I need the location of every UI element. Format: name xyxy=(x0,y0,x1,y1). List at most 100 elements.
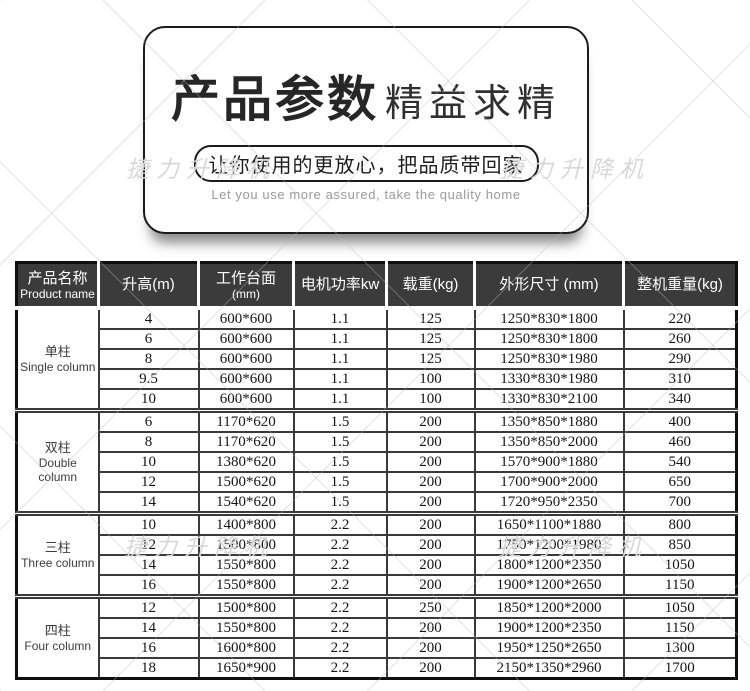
table-cell: 10 xyxy=(97,388,200,412)
table-row: 6 600*600 1.1 125 1250*830*1800 260 xyxy=(17,328,738,350)
table-cell: 1550*800 xyxy=(197,617,295,639)
table-cell: 1330*830*2100 xyxy=(473,388,625,412)
table-cell: 1720*950*2350 xyxy=(473,491,625,515)
header-line1: 升高(m) xyxy=(122,276,175,293)
table-cell: 100 xyxy=(385,388,476,412)
table-cell: 1.1 xyxy=(292,307,388,330)
table-cell: 12 xyxy=(97,594,200,619)
slogan-pill-wrap: 让你使用的更放心，把品质带回家 xyxy=(145,131,587,182)
table-cell: 1550*800 xyxy=(197,574,295,598)
table-cell: 650 xyxy=(622,471,738,493)
table-row: 四柱 Four column 12 1500*800 2.2 250 1850*… xyxy=(15,594,738,680)
table-cell: 1800*1200*2350 xyxy=(473,554,625,576)
table-cell: 1250*830*1800 xyxy=(473,328,625,350)
table-row: 10 600*600 1.1 100 1330*830*2100 340 xyxy=(17,388,738,412)
table-cell: 8 xyxy=(97,431,200,453)
table-cell: 14 xyxy=(97,617,200,639)
table-row: 8 1170*620 1.5 200 1350*850*2000 460 xyxy=(17,431,738,453)
table-cell: 2.2 xyxy=(292,617,388,639)
table-cell: 1350*850*1880 xyxy=(473,408,625,433)
table-cell: 200 xyxy=(385,657,476,680)
table-cell: 1850*1200*2000 xyxy=(473,594,625,619)
column-header-platform-size: 工作台面 (mm) xyxy=(198,262,295,310)
table-cell: 12 xyxy=(97,471,200,493)
table-cell: 1900*1200*2650 xyxy=(473,574,625,598)
spec-table: 产品名称 Product name 升高(m) 工作台面 (mm) 电机功率kw 载… xyxy=(15,261,738,680)
table-cell: 850 xyxy=(622,534,738,556)
column-header-machine-weight: 整机重量(kg) xyxy=(623,262,737,310)
table-cell: 200 xyxy=(385,637,476,659)
table-cell: 200 xyxy=(385,511,476,536)
table-cell: 1570*900*1880 xyxy=(473,451,625,473)
table-cell: 700 xyxy=(622,491,738,515)
table-cell: 1250*830*1800 xyxy=(473,307,625,330)
table-cell: 1.5 xyxy=(292,491,388,515)
group-cell-three-column: 三柱 Three column xyxy=(15,511,100,598)
table-cell: 1350*850*2000 xyxy=(473,431,625,453)
group-name-cn: 四柱 xyxy=(44,623,71,638)
table-cell: 14 xyxy=(97,554,200,576)
table-row: 12 1500*800 2.2 200 1750*1200*1980 850 xyxy=(17,534,738,556)
table-cell: 125 xyxy=(385,328,476,350)
table-cell: 1.5 xyxy=(292,471,388,493)
group-name-cn: 双柱 xyxy=(44,440,71,455)
table-cell: 200 xyxy=(385,408,476,433)
column-header-load-capacity: 载重(kg) xyxy=(386,262,476,310)
table-cell: 12 xyxy=(97,534,200,556)
table-cell: 9.5 xyxy=(97,368,200,390)
group-name-en: Single column xyxy=(20,360,96,374)
table-cell: 540 xyxy=(622,451,738,473)
table-cell: 2.2 xyxy=(292,511,388,536)
table-cell: 600*600 xyxy=(197,368,295,390)
table-cell: 1150 xyxy=(622,574,738,598)
group-name-en: Three column xyxy=(21,556,95,570)
table-cell: 16 xyxy=(97,574,200,598)
table-row: 双柱 Double column 6 1170*620 1.5 200 1350… xyxy=(15,408,738,515)
table-row: 单柱 Single column 4 600*600 1.1 125 1250*… xyxy=(15,307,738,412)
table-row: 18 1650*900 2.2 200 2150*1350*2960 1700 xyxy=(17,657,738,680)
table-cell: 1550*800 xyxy=(197,554,295,576)
table-cell: 340 xyxy=(622,388,738,412)
slogan-english: Let you use more assured, take the quali… xyxy=(211,187,521,202)
table-cell: 1300 xyxy=(622,637,738,659)
table-cell: 1700*900*2000 xyxy=(473,471,625,493)
group-cell-double-column: 双柱 Double column xyxy=(15,408,100,515)
column-header-product-name: 产品名称 Product name xyxy=(16,262,100,310)
table-cell: 1950*1250*2650 xyxy=(473,637,625,659)
table-row: 8 600*600 1.1 125 1250*830*1980 290 xyxy=(17,348,738,370)
table-cell: 1050 xyxy=(622,594,738,619)
table-header-row: 产品名称 Product name 升高(m) 工作台面 (mm) 电机功率kw 载… xyxy=(16,262,737,310)
table-cell: 1330*830*1980 xyxy=(473,368,625,390)
table-cell: 6 xyxy=(97,328,200,350)
table-cell: 220 xyxy=(622,307,738,330)
table-cell: 600*600 xyxy=(197,388,295,412)
header-line1: 工作台面 xyxy=(215,269,276,287)
table-cell: 200 xyxy=(385,534,476,556)
table-cell: 10 xyxy=(97,451,200,473)
column-header-overall-dimensions: 外形尺寸 (mm) xyxy=(474,262,625,310)
table-cell: 460 xyxy=(622,431,738,453)
page-title: 产品参数 xyxy=(170,72,379,127)
table-cell: 14 xyxy=(97,491,200,515)
table-cell: 1650*1100*1880 xyxy=(473,511,625,536)
title-row: 产品参数 精益求精 xyxy=(145,60,587,131)
table-row: 14 1550*800 2.2 200 1900*1200*2350 1150 xyxy=(17,617,738,639)
group-cell-four-column: 四柱 Four column xyxy=(15,594,100,680)
table-cell: 800 xyxy=(622,511,738,536)
header-line1: 整机重量(kg) xyxy=(637,276,723,293)
group-name-cn: 三柱 xyxy=(44,540,71,555)
table-cell: 1150 xyxy=(622,617,738,639)
page-subtitle: 精益求精 xyxy=(385,83,562,125)
header-line1: 产品名称 xyxy=(27,269,88,287)
header-line2: (mm) xyxy=(232,286,260,301)
table-cell: 1.1 xyxy=(292,348,388,370)
table-cell: 100 xyxy=(385,368,476,390)
table-cell: 1600*800 xyxy=(197,637,295,659)
table-cell: 6 xyxy=(97,408,200,433)
table-cell: 1250*830*1980 xyxy=(473,348,625,370)
table-cell: 2.2 xyxy=(292,534,388,556)
table-cell: 1500*800 xyxy=(197,594,295,619)
header-line1: 外形尺寸 (mm) xyxy=(499,276,599,293)
table-cell: 1900*1200*2350 xyxy=(473,617,625,639)
